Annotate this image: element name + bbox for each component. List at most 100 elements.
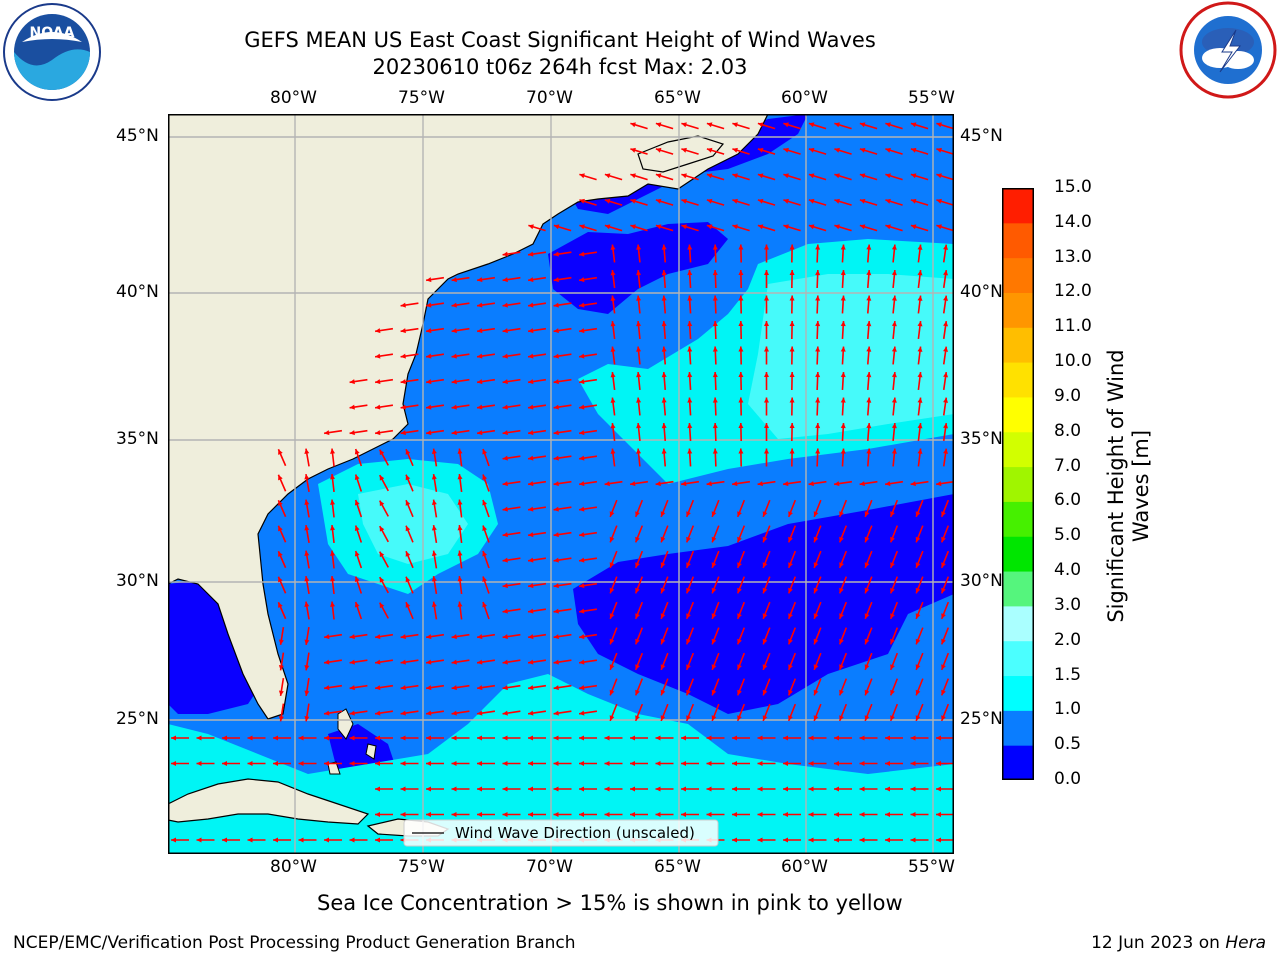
wave-direction-arrowhead [502,455,508,461]
wave-direction-arrowhead [783,761,788,766]
wave-direction-arrowhead [553,786,559,792]
wave-direction-arrowhead [349,735,355,741]
wave-direction-arrowhead [737,511,742,517]
wave-direction-arrowhead [943,423,949,429]
wave-direction-arrowhead [943,372,949,378]
wave-direction-arrowhead [757,735,763,741]
wave-direction-arrowhead [330,576,336,582]
wave-direction-arrowhead [349,710,355,716]
wave-direction-arrowhead [655,147,662,153]
wave-direction-arrowhead [687,372,693,378]
wave-direction-arrowhead [579,353,585,359]
wave-direction-arrowhead [330,474,336,480]
wave-direction-arrowhead [840,423,846,429]
wave-direction-arrowhead [609,511,615,517]
wave-direction-arrowhead [349,379,355,385]
wave-direction-arrowhead [815,448,821,454]
wave-direction-arrowhead [706,786,712,792]
wave-direction-arrowhead [477,735,482,741]
wave-direction-arrowhead [941,664,946,670]
wave-direction-arrowhead [943,397,949,403]
wave-direction-arrowhead [763,423,769,429]
wave-direction-arrowhead [655,786,661,792]
wave-direction-arrowhead [553,532,559,538]
wave-direction-arrowhead [788,536,793,543]
right-lat-label: 45°N [960,126,1003,146]
wave-direction-arrowhead [304,601,310,607]
colorbar [1002,188,1034,780]
wave-direction-arrowhead [917,372,923,378]
wave-direction-arrowhead [405,602,411,608]
wave-direction-arrowhead [579,404,585,410]
wave-direction-arrowhead [866,295,872,301]
wave-direction-arrowhead [528,224,534,230]
wave-direction-arrowhead [687,295,693,301]
wave-direction-arrowhead [788,638,793,645]
wave-direction-arrowhead [737,638,742,645]
wave-direction-arrowhead [915,638,921,645]
wave-direction-arrowhead [885,837,890,843]
wave-direction-arrowhead [636,321,642,327]
wave-direction-arrowhead [813,511,819,517]
wave-direction-arrowhead [528,455,534,461]
wave-direction-arrowhead [604,786,610,792]
wave-direction-arrowhead [635,715,640,721]
wave-direction-arrowhead [891,244,897,250]
wave-direction-arrowhead [917,295,923,301]
wave-direction-arrowhead [502,761,508,766]
wave-direction-arrowhead [400,786,406,792]
wave-direction-arrowhead [400,659,406,665]
wave-direction-arrowhead [457,499,463,505]
wave-direction-arrowhead [763,397,769,403]
wave-direction-arrowhead [604,198,611,204]
wave-direction-arrowhead [502,379,508,385]
colorbar-segment [1002,710,1034,746]
wave-direction-arrowhead [324,634,330,640]
wave-direction-arrowhead [426,786,431,792]
wave-direction-arrowhead [528,506,534,512]
wave-direction-arrowhead [349,659,355,665]
wave-direction-arrowhead [660,587,666,594]
wave-direction-arrowhead [815,423,821,429]
bottom-lon-label: 60°W [781,857,828,877]
wave-direction-arrowhead [604,812,610,817]
wave-direction-arrowhead [609,613,615,619]
noaa-logo-text: NOAA [30,25,75,41]
wave-direction-arrowhead [813,664,819,670]
wave-direction-arrowhead [915,587,921,594]
wave-direction-arrowhead [910,122,917,128]
wave-direction-arrowhead [553,506,559,512]
wave-direction-arrowhead [808,812,814,817]
wave-direction-arrowhead [891,321,897,327]
wave-direction-arrowhead [553,710,559,716]
bottom-lon-label: 80°W [270,857,317,877]
wave-direction-arrowhead [737,587,742,594]
wave-direction-arrowhead [477,786,482,792]
wave-direction-arrowhead [431,525,437,531]
wave-direction-arrowhead [943,321,949,327]
colorbar-segment [1002,640,1034,677]
wave-direction-arrowhead [681,786,686,792]
noaa-logo: NOAA [2,2,102,102]
wave-direction-arrowhead [553,353,559,359]
wave-direction-arrowhead [864,638,870,645]
land-bahamas [327,708,377,775]
wave-direction-arrowhead [400,328,406,334]
wave-direction-arrowhead [379,602,385,609]
wave-direction-arrowhead [431,448,437,454]
wave-direction-arrowhead [379,475,385,481]
wave-direction-arrowhead [273,761,278,766]
wave-direction-arrowhead [660,511,666,517]
wave-direction-arrowhead [788,664,793,670]
wave-direction-arrowhead [330,499,336,505]
wave-direction-arrowhead [375,404,381,410]
wave-direction-arrowhead [859,735,865,741]
wave-direction-arrowhead [502,735,508,741]
wave-direction-arrowhead [604,481,610,487]
wave-direction-arrowhead [661,295,667,301]
map-legend: Wind Wave Direction (unscaled) [403,819,719,847]
wave-direction-arrowhead [661,321,667,327]
wave-direction-arrowhead [635,511,640,517]
wave-direction-arrowhead [732,173,738,179]
wave-direction-arrowhead [890,536,895,543]
